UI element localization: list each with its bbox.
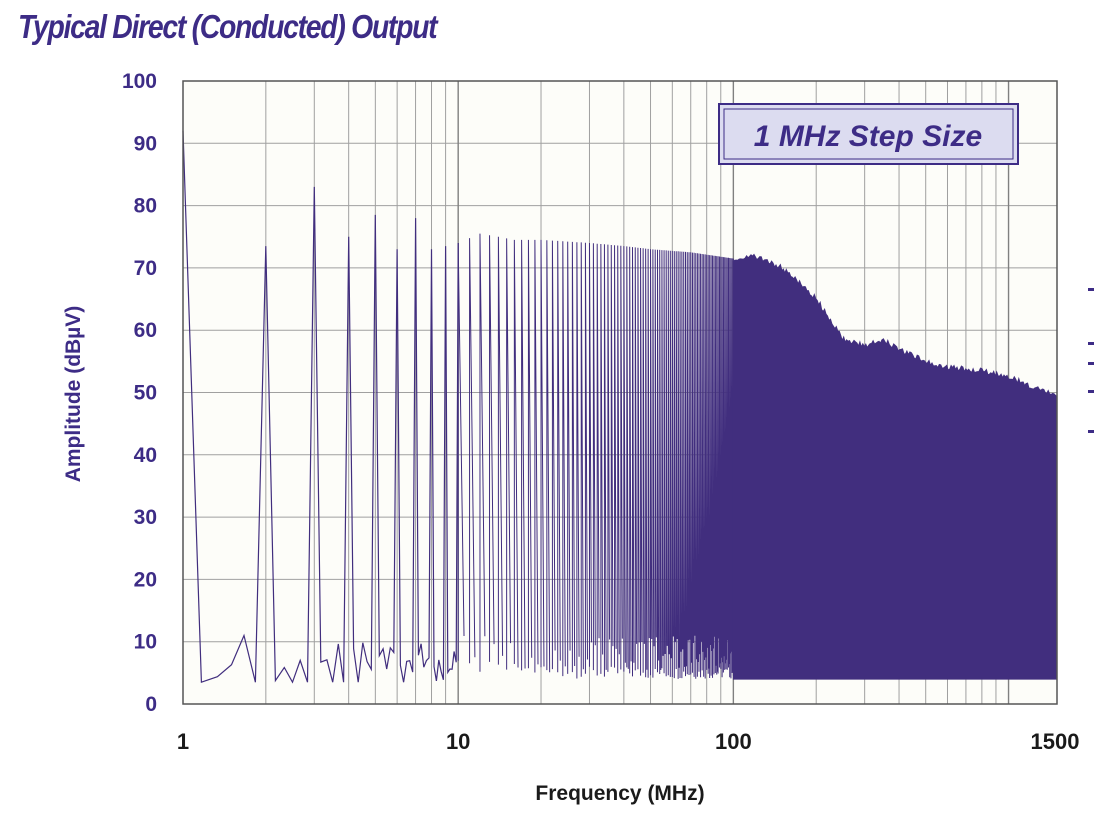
plot-frame (182, 80, 1058, 705)
data-area-dense (732, 253, 1058, 680)
y-tick-label: 40 (134, 444, 157, 467)
y-tick-label: 10 (134, 631, 157, 654)
y-tick-label: 20 (134, 568, 157, 591)
data-line-low (182, 130, 459, 684)
y-tick-label: 60 (134, 319, 157, 342)
edge-mark (1088, 430, 1094, 433)
edge-mark (1088, 390, 1094, 393)
y-axis-title: Amplitude (dBµV) (62, 306, 85, 483)
x-tick-label: 10 (446, 729, 470, 754)
y-tick-label: 70 (134, 257, 157, 280)
legend-box (718, 103, 1019, 165)
x-axis-title: Frequency (MHz) (535, 782, 704, 805)
y-tick-label: 80 (134, 195, 157, 218)
data-line-comb (457, 233, 735, 679)
x-tick-label: 1 (177, 729, 189, 754)
legend-label: 1 MHz Step Size (754, 120, 982, 153)
edge-mark (1088, 342, 1094, 345)
x-tick-label: 100 (715, 729, 752, 754)
y-tick-label: 50 (134, 382, 157, 405)
edge-text-fragment (1084, 280, 1096, 450)
edge-mark (1088, 362, 1094, 365)
x-tick-label: 1500 (1031, 729, 1080, 754)
y-tick-label: 90 (134, 132, 157, 155)
legend-box-inner-border (723, 108, 1014, 160)
y-tick-label: 100 (122, 70, 157, 93)
y-tick-label: 30 (134, 506, 157, 529)
chart-title: Typical Direct (Conducted) Output (18, 8, 438, 45)
edge-mark (1088, 288, 1094, 291)
y-tick-label: 0 (145, 693, 157, 716)
